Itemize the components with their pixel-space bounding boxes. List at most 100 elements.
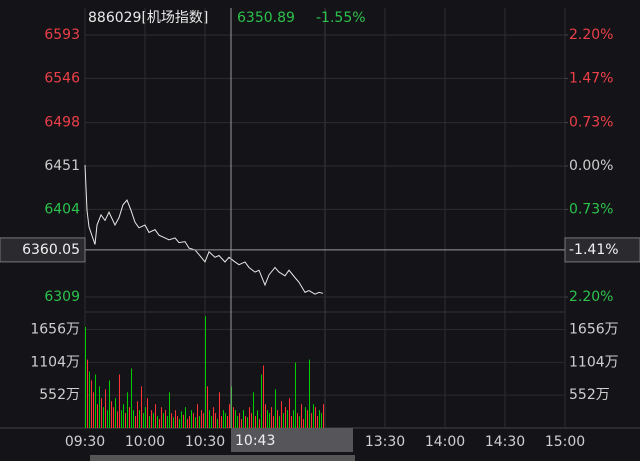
y-tick-label: 552万	[39, 387, 80, 403]
volume-bar	[257, 410, 258, 428]
crosshair-x-label: 10:43	[235, 433, 275, 449]
volume-bar	[85, 326, 86, 428]
x-tick-label: 10:30	[185, 434, 225, 450]
volume-bar	[311, 413, 312, 428]
volume-bar	[133, 410, 134, 428]
volume-bar	[119, 374, 120, 428]
volume-bar	[295, 362, 296, 428]
volume-bar	[191, 410, 192, 428]
volume-bar	[131, 368, 132, 428]
volume-bar	[135, 416, 136, 428]
volume-bar	[251, 413, 252, 428]
y-tick-label: 1656万	[30, 322, 80, 338]
volume-bar	[315, 407, 316, 428]
volume-bar	[145, 407, 146, 428]
volume-bar	[275, 389, 276, 428]
last-price: 6350.89	[237, 10, 295, 26]
volume-bar	[123, 404, 124, 428]
y2-tick-label: 552万	[569, 387, 610, 403]
volume-bar	[241, 419, 242, 428]
volume-bar	[239, 413, 240, 428]
y-tick-label: 1104万	[30, 354, 80, 370]
y2-tick-label: 2.20%	[569, 27, 613, 43]
y2-tick-label: 1.47%	[569, 70, 613, 86]
volume-bar	[243, 410, 244, 428]
volume-bar	[175, 410, 176, 428]
volume-bar	[195, 417, 196, 428]
volume-bar	[307, 410, 308, 428]
crosshair-x-box	[231, 428, 353, 452]
volume-bar	[229, 404, 230, 428]
y2-tick-label: 0.00%	[569, 158, 613, 174]
volume-bar	[319, 410, 320, 428]
y2-tick-label: 2.20%	[569, 289, 613, 305]
volume-bar	[113, 407, 114, 428]
volume-bar	[89, 371, 90, 428]
volume-bar	[109, 380, 110, 428]
volume-bar	[173, 417, 174, 428]
volume-bar	[215, 413, 216, 428]
volume-bar	[111, 401, 112, 428]
x-tick-label: 10:00	[125, 434, 165, 450]
y2-tick-label: 1104万	[569, 354, 619, 370]
volume-bar	[255, 416, 256, 428]
volume-bar	[249, 407, 250, 428]
volume-bar	[147, 398, 148, 428]
chart-title: 886029[机场指数]	[88, 10, 208, 26]
volume-bar	[93, 392, 94, 428]
volume-bar	[101, 398, 102, 428]
volume-bar	[155, 404, 156, 428]
volume-bar	[245, 416, 246, 428]
volume-bar	[199, 416, 200, 428]
volume-bar	[269, 413, 270, 428]
change: -1.55%	[316, 10, 366, 26]
volume-bar	[141, 386, 142, 428]
volume-bar	[187, 419, 188, 428]
y-tick-label: 6404	[44, 201, 80, 217]
volume-bar	[157, 416, 158, 428]
volume-bar	[129, 407, 130, 428]
volume-bar	[281, 401, 282, 428]
volume-bar	[167, 416, 168, 428]
volume-bar	[161, 407, 162, 428]
volume-bar	[193, 413, 194, 428]
volume-bar	[297, 413, 298, 428]
y2-tick-label: 0.73%	[569, 115, 613, 131]
volume-bar	[301, 404, 302, 428]
volume-bar	[91, 380, 92, 428]
volume-bar	[263, 365, 264, 428]
volume-bar	[309, 359, 310, 428]
volume-bar	[97, 404, 98, 428]
volume-bar	[137, 401, 138, 428]
crosshair-y2-label: -1.41%	[569, 242, 619, 258]
x-tick-label: 14:30	[485, 434, 525, 450]
volume-bar	[323, 404, 324, 428]
volume-bar	[179, 419, 180, 428]
volume-bar	[115, 398, 116, 428]
volume-bar	[177, 416, 178, 428]
scrollbar[interactable]	[90, 455, 355, 461]
volume-bar	[273, 416, 274, 428]
volume-bar	[117, 411, 118, 428]
x-tick-label: 13:30	[365, 434, 405, 450]
volume-bar	[211, 416, 212, 428]
price-line	[84, 165, 324, 295]
volume-bar	[95, 374, 96, 428]
volume-bar	[227, 416, 228, 428]
volume-bar	[163, 413, 164, 428]
volume-bar	[313, 404, 314, 428]
y-tick-label: 6593	[44, 27, 80, 43]
y-tick-label: 6498	[44, 115, 80, 131]
volume-bar	[107, 410, 108, 428]
volume-bar	[171, 413, 172, 428]
volume-bar	[201, 410, 202, 428]
volume-bar	[165, 410, 166, 428]
volume-bar	[261, 374, 262, 428]
volume-bar	[189, 416, 190, 428]
volume-bar	[139, 410, 140, 428]
volume-bar	[271, 407, 272, 428]
volume-bar	[283, 413, 284, 428]
